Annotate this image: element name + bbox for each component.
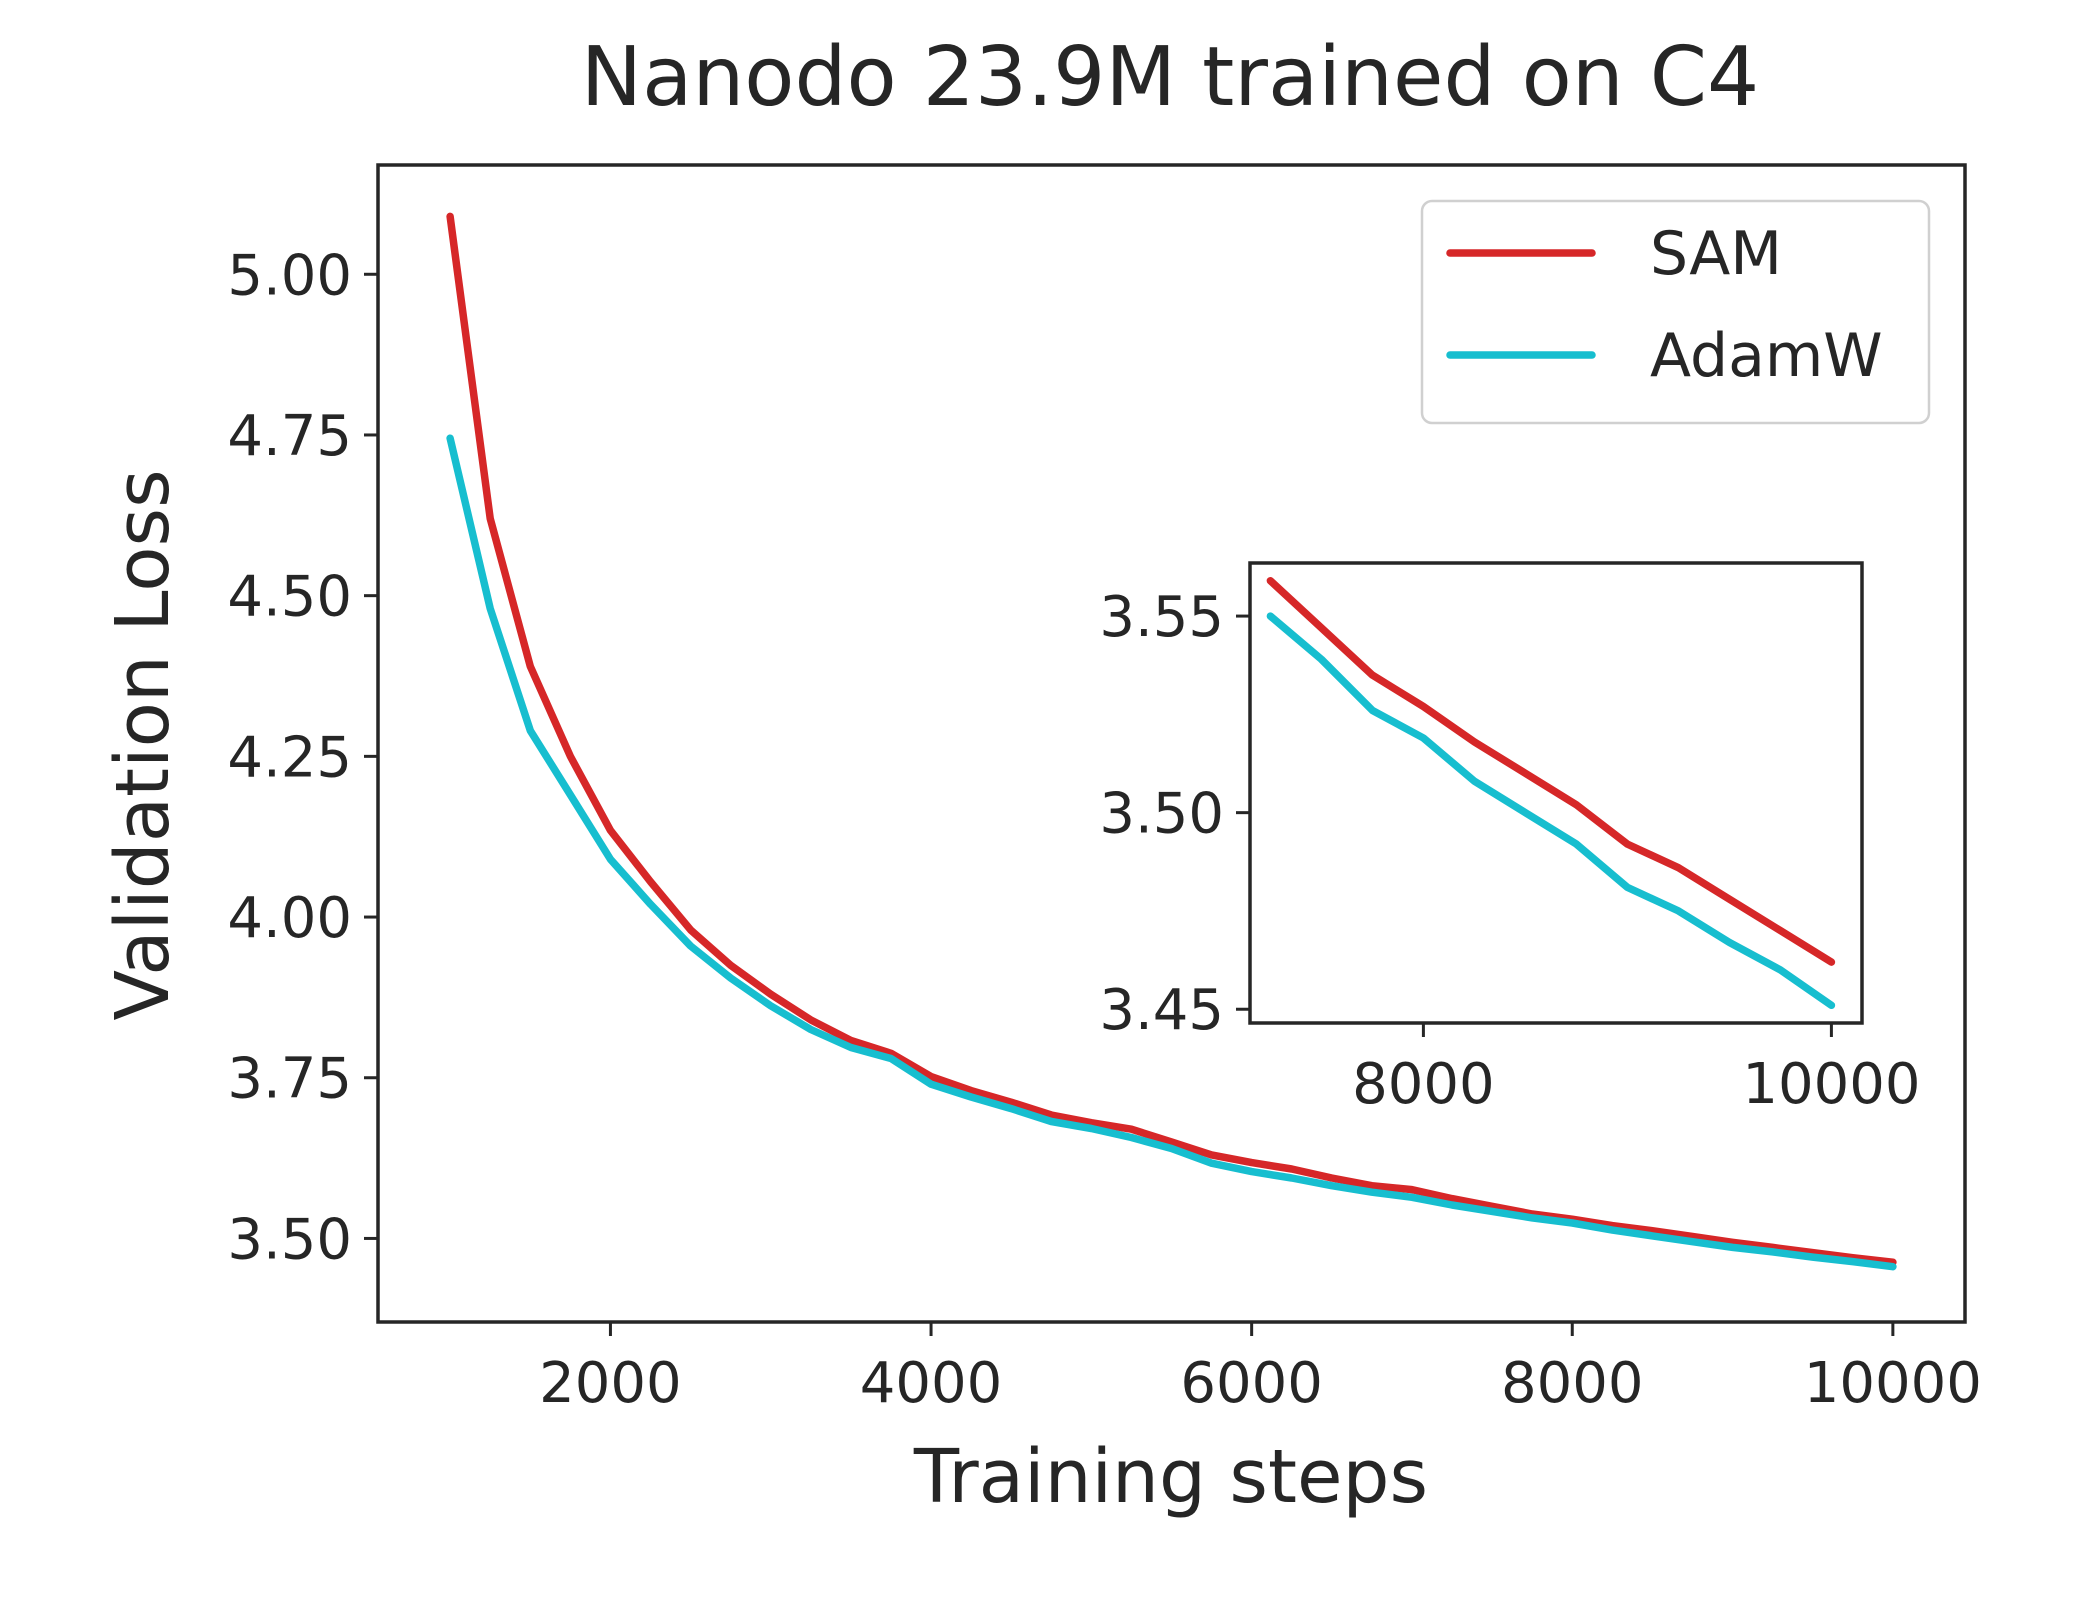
main-series-line-adamw (446, 434, 1897, 1271)
inset-x-tick-label: 10000 (1742, 1052, 1920, 1117)
main-x-tick-label: 4000 (860, 1351, 1003, 1416)
main-y-tick-label: 4.75 (227, 404, 352, 469)
inset-y-tick-label: 3.50 (1099, 782, 1224, 847)
main-plot-frame (376, 163, 1967, 1324)
inset-x-axis: 8000 10000 (1352, 1023, 1920, 1117)
main-x-axis: 2000 4000 6000 8000 10000 (539, 1322, 1982, 1416)
main-y-tick-label: 4.00 (227, 886, 352, 951)
main-y-tick-label: 4.25 (227, 725, 352, 790)
inset-y-axis: 3.45 3.50 3.55 (1099, 585, 1250, 1043)
inset-y-tick-label: 3.55 (1099, 585, 1224, 650)
main-series-line-sam (446, 212, 1897, 1266)
main-x-tick-label: 6000 (1180, 1351, 1323, 1416)
inset-series-line-adamw (1266, 612, 1836, 1010)
chart-title: Nanodo 23.9M trained on C4 (581, 30, 1759, 125)
legend-label-adamw: AdamW (1650, 321, 1883, 391)
main-y-tick-label: 3.50 (227, 1207, 352, 1272)
inset-x-tick-label: 8000 (1352, 1052, 1495, 1117)
main-y-tick-label: 4.50 (227, 565, 352, 630)
inset-series-line-sam (1266, 576, 1836, 966)
main-x-tick-label: 2000 (539, 1351, 682, 1416)
y-axis-title: Validation Loss (100, 469, 186, 1020)
main-y-tick-label: 5.00 (227, 243, 352, 308)
main-x-tick-label: 8000 (1501, 1351, 1644, 1416)
legend: SAM AdamW (1420, 199, 1931, 425)
inset-series-lines (1266, 576, 1836, 1010)
inset-y-tick-label: 3.45 (1099, 978, 1224, 1043)
main-x-tick-label: 10000 (1804, 1351, 1982, 1416)
main-plot: 3.50 3.75 4.00 4.25 4.50 4.75 5.00 2000 4000 600… (227, 163, 1982, 1416)
x-axis-title: Training steps (913, 1434, 1428, 1520)
main-y-tick-label: 3.75 (227, 1047, 352, 1112)
legend-label-sam: SAM (1650, 219, 1782, 289)
main-series-lines (446, 212, 1897, 1271)
inset-plot: 3.45 3.50 3.55 8000 10000 (1099, 561, 1920, 1117)
main-y-axis: 3.50 3.75 4.00 4.25 4.50 4.75 5.00 (227, 243, 378, 1272)
